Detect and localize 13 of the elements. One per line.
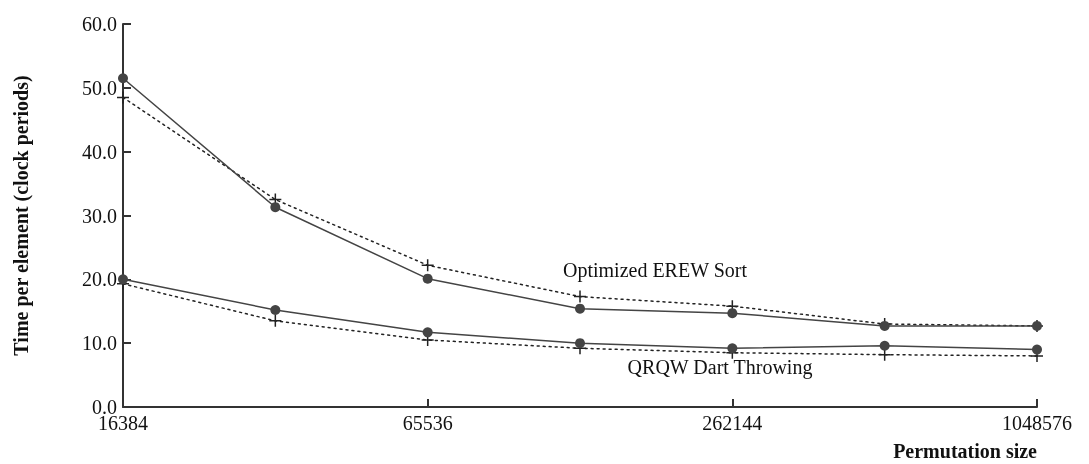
x-tick-label: 65536 [402, 412, 453, 434]
x-axis-title: Permutation size [893, 440, 1038, 462]
y-axis-title: Time per element (clock periods) [10, 75, 33, 356]
x-tick-label: 1048576 [1002, 412, 1072, 434]
x-tick-label: 262144 [702, 412, 763, 434]
annotation: Optimized EREW Sort [562, 259, 748, 282]
annotation: QRQW Dart Throwing [627, 356, 813, 379]
y-tick-label: 20.0 [82, 268, 117, 291]
y-tick-label: 60.0 [82, 13, 117, 35]
y-tick-label: 50.0 [82, 76, 117, 99]
y-tick-label: 30.0 [82, 204, 117, 227]
y-tick-label: 10.0 [82, 332, 117, 355]
y-tick-label: 40.0 [82, 140, 117, 163]
